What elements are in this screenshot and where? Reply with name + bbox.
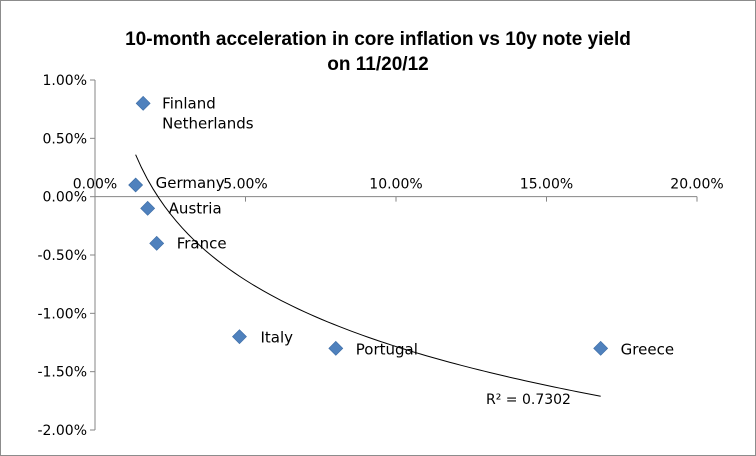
data-point-label: Austria xyxy=(169,199,222,217)
data-point-marker xyxy=(128,177,144,193)
trendline xyxy=(135,154,601,397)
data-point-marker xyxy=(232,329,247,345)
x-tick-label: 0.00% xyxy=(73,177,117,193)
data-point-marker xyxy=(328,340,344,356)
y-tick-label: -1.00% xyxy=(37,306,87,322)
data-point-label: Finland Netherlands xyxy=(162,94,254,132)
data-point-marker xyxy=(149,235,165,251)
y-tick-label: 0.50% xyxy=(43,131,87,147)
chart-title-line-1: 10-month acceleration in core inflation … xyxy=(125,29,631,50)
x-tick-label: 10.00% xyxy=(369,177,422,193)
y-tick-label: -2.00% xyxy=(37,423,87,439)
y-tick-label: -1.50% xyxy=(37,365,87,381)
y-tick-label: 1.00% xyxy=(43,73,87,89)
point-labels-group: Finland Netherlands Germany Austria France It… xyxy=(156,94,674,358)
axes: 1.00% 0.50% 0.00% -0.50% -1.00% -1.50% -2.00% 0… xyxy=(37,73,723,439)
data-point-marker xyxy=(593,340,609,356)
r-squared-label: R² = 0.7302 xyxy=(486,392,571,408)
data-point-marker xyxy=(135,95,151,111)
y-tick-label: 0.00% xyxy=(43,190,87,206)
chart-title-line-2: on 11/20/12 xyxy=(327,54,428,75)
x-tick-label: 15.00% xyxy=(520,177,573,193)
data-point-label: Italy xyxy=(260,329,293,347)
data-point-label: Germany xyxy=(156,174,225,192)
data-point-label: Portugal xyxy=(356,340,418,358)
data-point-label: France xyxy=(177,234,227,252)
data-point-marker xyxy=(140,200,156,216)
y-tick-label: -0.50% xyxy=(37,248,87,264)
x-tick-label: 5.00% xyxy=(223,177,267,193)
data-point-label: Greece xyxy=(621,340,674,358)
points-group xyxy=(128,95,609,356)
x-tick-label: 20.00% xyxy=(670,177,723,193)
trendline-group: R² = 0.7302 xyxy=(135,154,601,408)
